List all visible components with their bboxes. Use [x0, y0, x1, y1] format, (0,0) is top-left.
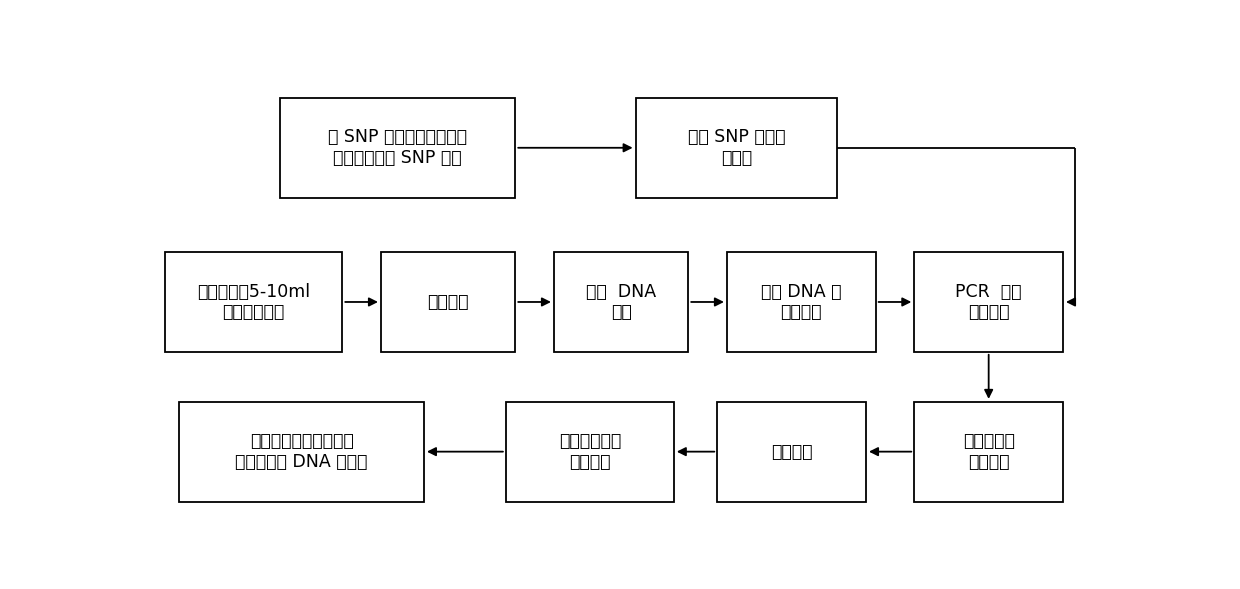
- FancyBboxPatch shape: [635, 98, 837, 198]
- FancyBboxPatch shape: [179, 402, 424, 502]
- Text: 位点 DNA 片
段的分离: 位点 DNA 片 段的分离: [761, 283, 842, 322]
- FancyBboxPatch shape: [914, 252, 1063, 352]
- FancyBboxPatch shape: [280, 98, 516, 198]
- FancyBboxPatch shape: [914, 402, 1063, 502]
- FancyBboxPatch shape: [165, 252, 342, 352]
- Text: 统计每个位点
的测序量: 统计每个位点 的测序量: [559, 432, 621, 471]
- Text: 血液采集（5-10ml
孕妇外周血）: 血液采集（5-10ml 孕妇外周血）: [197, 283, 310, 322]
- FancyBboxPatch shape: [554, 252, 688, 352]
- FancyBboxPatch shape: [717, 402, 866, 502]
- Text: 根据等位基因之间的比
率计算胎儿 DNA 的浓度: 根据等位基因之间的比 率计算胎儿 DNA 的浓度: [236, 432, 368, 471]
- Text: 目的片段的
文库构建: 目的片段的 文库构建: [962, 432, 1014, 471]
- FancyBboxPatch shape: [727, 252, 875, 352]
- Text: 上机测序: 上机测序: [771, 443, 812, 461]
- Text: 根据 SNP 位点设
计引物: 根据 SNP 位点设 计引物: [688, 128, 785, 167]
- Text: 血浆分离: 血浆分离: [428, 293, 469, 311]
- Text: 从 SNP 数据库中筛选合适
的用于检测的 SNP 位点: 从 SNP 数据库中筛选合适 的用于检测的 SNP 位点: [329, 128, 467, 167]
- Text: PCR  扩增
目的片段: PCR 扩增 目的片段: [955, 283, 1022, 322]
- Text: 血浆  DNA
提取: 血浆 DNA 提取: [587, 283, 656, 322]
- FancyBboxPatch shape: [506, 402, 675, 502]
- FancyBboxPatch shape: [381, 252, 516, 352]
